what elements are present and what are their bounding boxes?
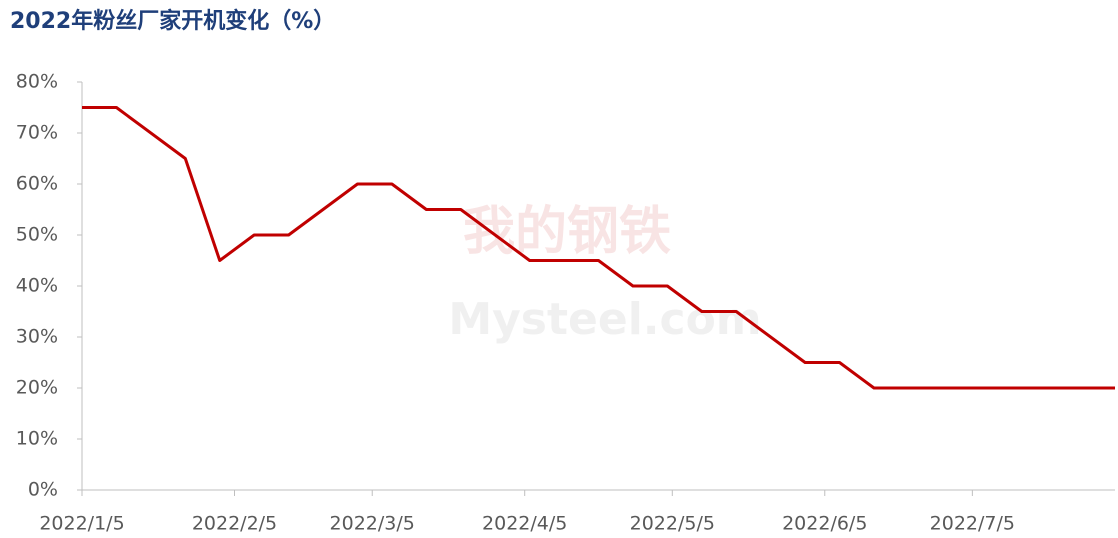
y-tick-label: 20% xyxy=(16,377,58,399)
line-series xyxy=(82,106,1115,390)
watermark: 我的钢铁 xyxy=(463,202,671,262)
x-tick-label: 2022/5/5 xyxy=(630,513,715,535)
y-tick-label: 70% xyxy=(16,122,58,144)
y-tick-label: 80% xyxy=(16,71,58,93)
x-tick-label: 2022/6/5 xyxy=(782,513,867,535)
y-tick-label: 40% xyxy=(16,275,58,297)
y-tick-label: 10% xyxy=(16,428,58,450)
y-tick-label: 50% xyxy=(16,224,58,246)
x-tick-label: 2022/1/5 xyxy=(39,513,124,535)
y-tick-label: 60% xyxy=(16,173,58,195)
y-tick-label: 0% xyxy=(28,479,58,501)
x-tick-label: 2022/4/5 xyxy=(482,513,567,535)
x-tick-label: 2022/2/5 xyxy=(192,513,277,535)
y-tick-label: 30% xyxy=(16,326,58,348)
x-tick-label: 2022/7/5 xyxy=(930,513,1015,535)
x-tick-label: 2022/3/5 xyxy=(330,513,415,535)
watermark: Mysteel.com xyxy=(448,294,761,345)
chart-title: 2022年粉丝厂家开机变化（%） xyxy=(10,8,335,34)
